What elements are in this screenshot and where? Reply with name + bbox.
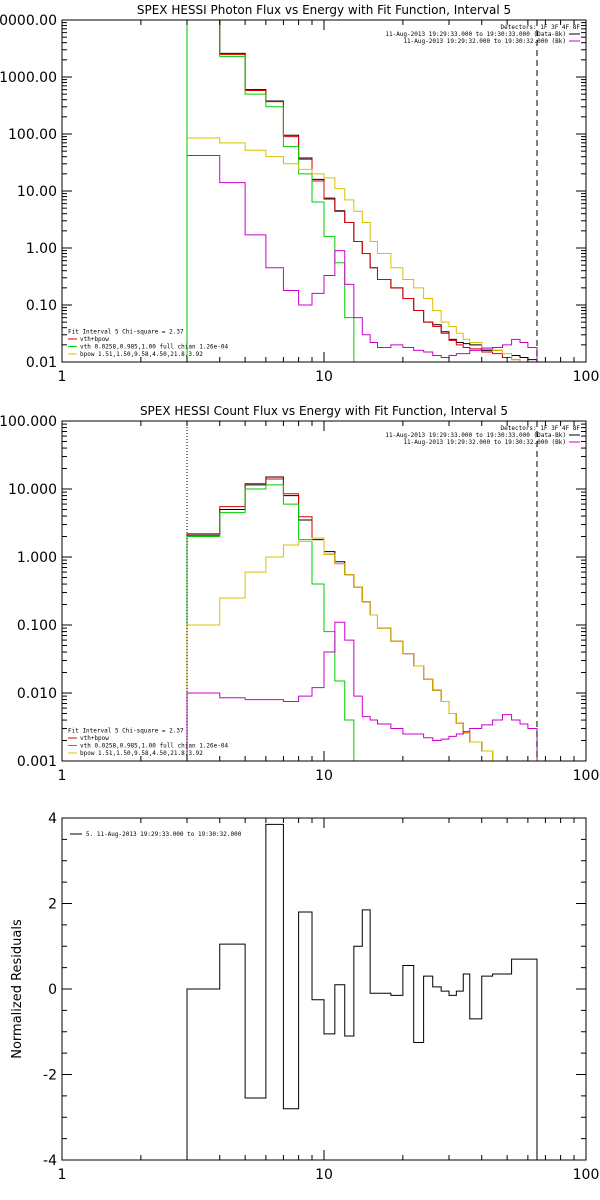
y-tick-label: 1.000 (17, 550, 57, 566)
series-line-5 (186, 154, 538, 362)
y-tick-label: 0.01 (26, 355, 57, 371)
x-tick-label: 10 (315, 1167, 333, 1183)
x-tick-label: 100 (573, 369, 600, 385)
legend-top-entry: 11-Aug-2013 19:29:33.000 to 19:30:33.000… (385, 31, 566, 38)
chart-panel-2: SPEX HESSI Count Flux vs Energy with Fit… (0, 404, 600, 784)
series-line-1 (186, 823, 538, 1160)
x-tick-label: 100 (573, 768, 600, 784)
series-group (186, 823, 538, 1160)
y-tick-label: 0.001 (17, 754, 57, 770)
y-axis-label: Normalized Residuals (10, 919, 25, 1059)
series-group (186, 20, 538, 362)
chart-title: SPEX HESSI Photon Flux vs Energy with Fi… (137, 3, 511, 17)
legend-bottom-entry: vth+bpow (80, 336, 109, 343)
y-tick-label: 2 (48, 897, 57, 913)
y-tick-label: 100.000 (0, 414, 57, 430)
legend-entry: 5. 11-Aug-2013 19:29:33.000 to 19:30:32.… (86, 831, 242, 838)
series-line-3 (186, 484, 363, 761)
y-tick-label: 1.00 (26, 241, 57, 257)
x-tick-label: 100 (573, 1167, 600, 1183)
legend-bottom-entry: vth 0.0258,0.985,1.00 full chian 1.26e-0… (80, 743, 228, 750)
legend-bottom-entry: bpow 1.51,1.50,9.58,4.50,21.8,3.92 (80, 750, 203, 757)
y-tick-label: 10000.00 (0, 13, 57, 29)
plot-frame (61, 817, 587, 1161)
series-line-2 (186, 478, 503, 761)
y-tick-label: -4 (43, 1153, 57, 1169)
x-tick-label: 10 (315, 768, 333, 784)
legend-bottom-entry: bpow 1.51,1.50,9.58,4.50,21.8,3.92 (80, 351, 203, 358)
chart-panel-1: SPEX HESSI Photon Flux vs Energy with Fi… (0, 3, 600, 385)
legend-top-entry: 11-Aug-2013 19:29:32.000 to 19:30:32.000… (403, 38, 566, 45)
legend-bottom-entry: Fit Interval 5 Chi-square = 2.37 (68, 728, 184, 735)
y-tick-label: 0.010 (17, 686, 57, 702)
y-tick-label: 100.00 (8, 127, 57, 143)
legend-top-entry: Detectors: 1F 3F 4F 8F (501, 24, 581, 31)
series-group (186, 476, 538, 761)
y-tick-label: 0 (48, 982, 57, 998)
x-tick-label: 1 (58, 369, 67, 385)
chart-title: SPEX HESSI Count Flux vs Energy with Fit… (140, 404, 508, 418)
y-tick-label: 0.10 (26, 298, 57, 314)
y-tick-label: -2 (43, 1068, 57, 1084)
series-line-2 (186, 20, 529, 362)
legend-top-entry: 11-Aug-2013 19:29:32.000 to 19:30:32.000… (403, 439, 566, 446)
legend-bottom-entry: vth 0.0258,0.985,1.00 full chian 1.26e-0… (80, 344, 228, 351)
y-tick-label: 0.100 (17, 618, 57, 634)
x-tick-label: 1 (58, 768, 67, 784)
series-line-5 (186, 621, 538, 761)
y-tick-label: 4 (48, 811, 57, 827)
legend-top-entry: 11-Aug-2013 19:29:33.000 to 19:30:33.000… (385, 432, 566, 439)
chart-panel-3: 1 10 100 -4 -2 0 2 4 Normalized Residuals 5. 11-A… (10, 811, 600, 1183)
series-line-1 (186, 20, 538, 362)
y-tick-label: 10.000 (8, 482, 57, 498)
y-tick-label: 1000.00 (0, 70, 57, 86)
series-line-3 (186, 20, 355, 362)
legend-bottom-entry: Fit Interval 5 Chi-square = 2.37 (68, 329, 184, 336)
legend-bottom-entry: vth+bpow (80, 735, 109, 742)
series-line-1 (186, 476, 503, 761)
series-line-4 (186, 537, 503, 761)
x-tick-label: 1 (58, 1167, 67, 1183)
series-line-4 (186, 137, 521, 362)
legend-top-entry: Detectors: 1F 3F 4F 8F (501, 425, 581, 432)
x-tick-label: 10 (315, 369, 333, 385)
y-tick-label: 10.00 (17, 184, 57, 200)
